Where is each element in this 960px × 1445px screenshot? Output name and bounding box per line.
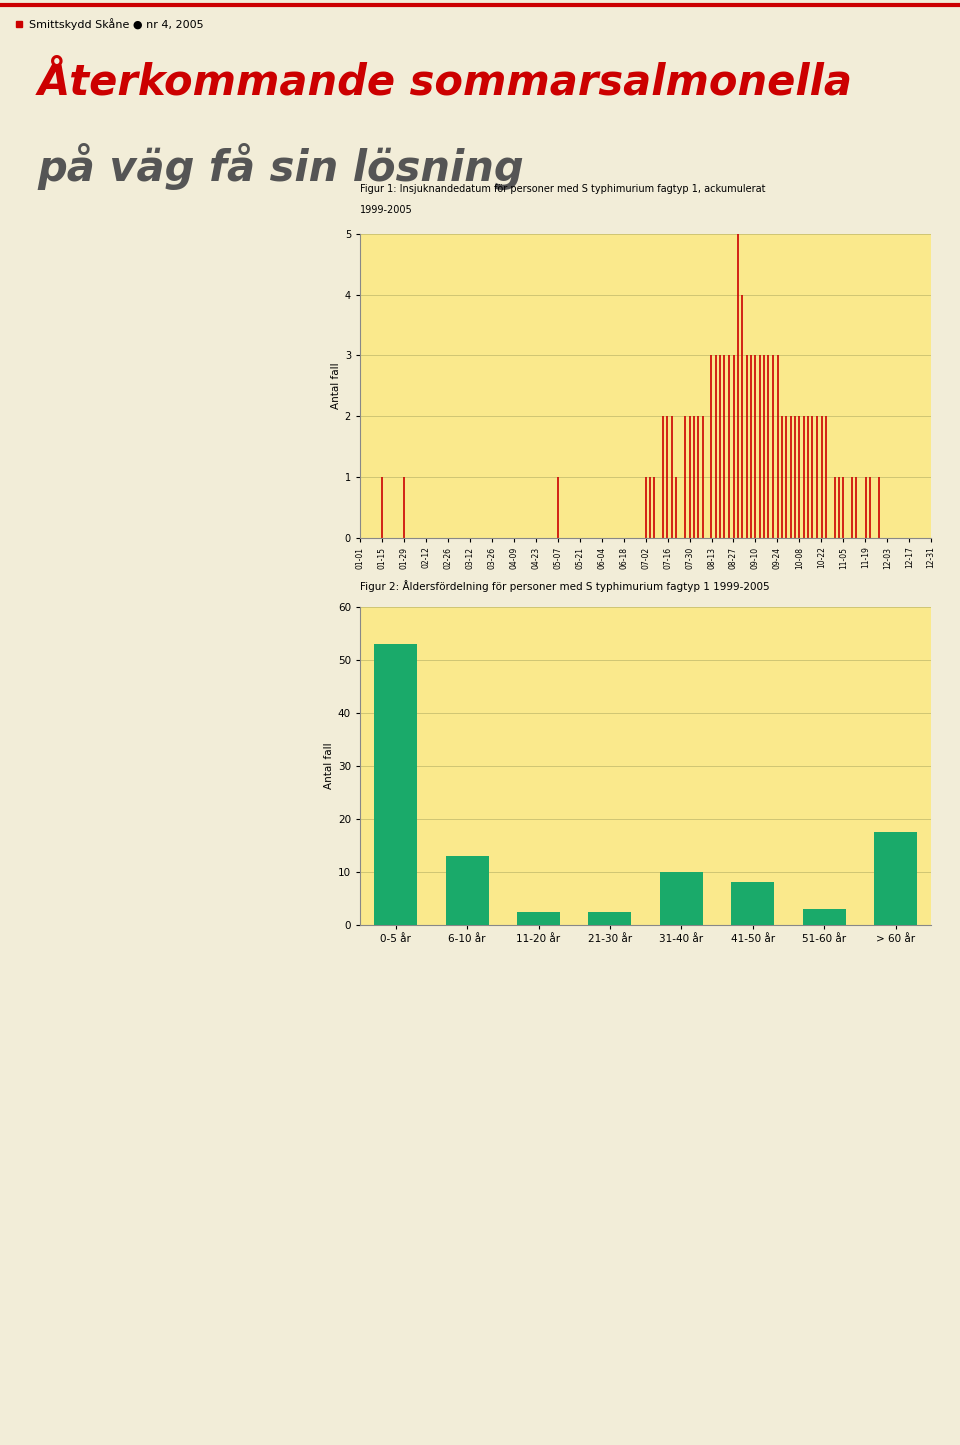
Bar (732, 883, 774, 925)
Text: på väg få sin lösning: på väg få sin lösning (37, 143, 524, 189)
Bar (803, 909, 846, 925)
Bar (374, 644, 417, 925)
Bar (660, 871, 703, 925)
Text: Figur 2: Åldersfördelning för personer med S typhimurium fagtyp 1 1999-2005: Figur 2: Åldersfördelning för personer m… (360, 581, 770, 592)
Bar (588, 912, 632, 925)
Text: Smittskydd Skåne ● nr 4, 2005: Smittskydd Skåne ● nr 4, 2005 (29, 17, 204, 30)
Text: Återkommande sommarsalmonella: Återkommande sommarsalmonella (37, 61, 852, 104)
Y-axis label: Antal fall: Antal fall (330, 363, 341, 409)
Text: 1999-2005: 1999-2005 (360, 205, 413, 215)
Bar (874, 832, 917, 925)
Bar (445, 855, 489, 925)
Y-axis label: Antal fall: Antal fall (324, 743, 334, 789)
Text: Figur 1: Insjuknandedatum för personer med S typhimurium fagtyp 1, ackumulerat: Figur 1: Insjuknandedatum för personer m… (360, 184, 765, 194)
Bar (517, 912, 560, 925)
